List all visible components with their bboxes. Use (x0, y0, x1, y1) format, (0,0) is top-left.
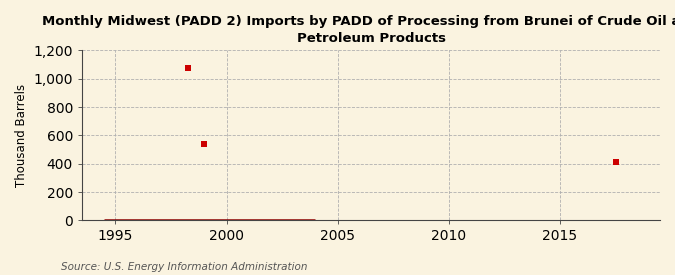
Title: Monthly Midwest (PADD 2) Imports by PADD of Processing from Brunei of Crude Oil : Monthly Midwest (PADD 2) Imports by PADD… (43, 15, 675, 45)
Y-axis label: Thousand Barrels: Thousand Barrels (15, 84, 28, 187)
Text: Source: U.S. Energy Information Administration: Source: U.S. Energy Information Administ… (61, 262, 307, 272)
